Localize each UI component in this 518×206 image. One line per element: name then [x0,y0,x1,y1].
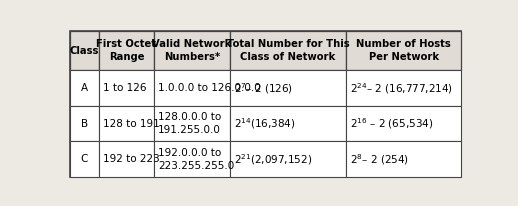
Bar [69,142,99,177]
Bar [99,142,154,177]
Bar [230,106,346,142]
Bar [346,70,462,106]
Bar [69,106,99,142]
Text: Class: Class [69,46,99,56]
Bar [99,70,154,106]
Text: $2^{21}$(2,097,152): $2^{21}$(2,097,152) [234,152,312,167]
Text: $2^{14}$(16,384): $2^{14}$(16,384) [234,116,296,131]
Text: Number of Hosts
Per Network: Number of Hosts Per Network [356,39,451,62]
Text: $2^{8}$– 2 (254): $2^{8}$– 2 (254) [350,152,409,167]
Bar [154,142,230,177]
Text: First Octet
Range: First Octet Range [96,39,156,62]
Text: $2^{16}$ – 2 (65,534): $2^{16}$ – 2 (65,534) [350,116,433,131]
Bar [230,31,346,70]
Bar [346,31,462,70]
Bar [346,142,462,177]
Text: 1.0.0.0 to 126.0.0.0: 1.0.0.0 to 126.0.0.0 [158,83,261,93]
Text: C: C [81,154,88,164]
Text: $2^{24}$– 2 (16,777,214): $2^{24}$– 2 (16,777,214) [350,81,453,96]
Bar [154,70,230,106]
Bar [154,31,230,70]
Text: Total Number for This
Class of Network: Total Number for This Class of Network [227,39,349,62]
Text: 192 to 223: 192 to 223 [103,154,160,164]
Text: 192.0.0.0 to
223.255.255.0: 192.0.0.0 to 223.255.255.0 [158,148,234,171]
Text: B: B [81,119,88,129]
Bar [99,106,154,142]
Text: Valid Network
Numbers*: Valid Network Numbers* [152,39,232,62]
Text: $2^{7}$– 2 (126): $2^{7}$– 2 (126) [234,81,293,96]
Text: 1 to 126: 1 to 126 [103,83,147,93]
Bar [69,31,99,70]
Bar [69,70,99,106]
Bar [230,70,346,106]
Bar [154,106,230,142]
Text: 128.0.0.0 to
191.255.0.0: 128.0.0.0 to 191.255.0.0 [158,112,221,135]
Text: A: A [81,83,88,93]
Bar [346,106,462,142]
Bar [230,142,346,177]
Bar [99,31,154,70]
Text: 128 to 191: 128 to 191 [103,119,160,129]
